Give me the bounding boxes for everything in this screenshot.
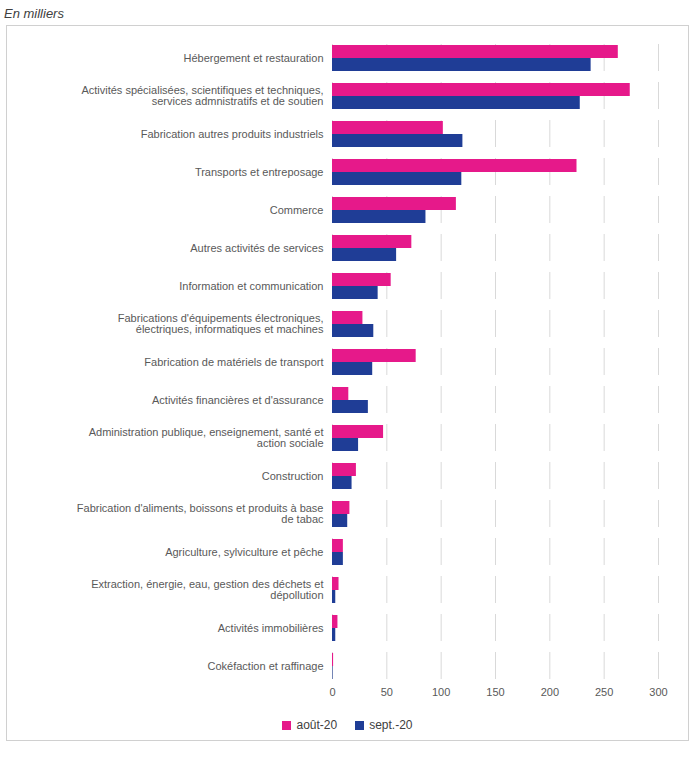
svg-text:200: 200 [541, 686, 559, 698]
svg-text:Hébergement et restauration: Hébergement et restauration [183, 52, 323, 64]
html-text:sept.-20: sept.-20 [369, 718, 413, 732]
svg-text:100: 100 [432, 686, 450, 698]
svg-text:Fabrications d'équipements éle: Fabrications d'équipements électroniques… [118, 312, 324, 335]
svg-text:Autres activités de services: Autres activités de services [190, 242, 324, 254]
svg-text:300: 300 [649, 686, 667, 698]
html-text:En milliers: En milliers [4, 6, 64, 21]
svg-text:Fabrication d'aliments, boisso: Fabrication d'aliments, boissons et prod… [77, 502, 324, 525]
svg-text:Construction: Construction [262, 470, 324, 482]
svg-text:Activités immobilières: Activités immobilières [218, 622, 324, 634]
svg-text:Information et communication: Information et communication [179, 280, 323, 292]
svg-text:50: 50 [381, 686, 393, 698]
svg-text:Transports et entreposage: Transports et entreposage [195, 166, 324, 178]
svg-text:Activités spécialisées, scient: Activités spécialisées, scientifiques et… [81, 84, 323, 107]
html-text:août-20: août-20 [296, 718, 338, 732]
svg-text:Fabrication autres produits in: Fabrication autres produits industriels [141, 128, 324, 140]
svg-text:Extraction, énergie, eau, gest: Extraction, énergie, eau, gestion des dé… [91, 578, 323, 601]
svg-text:Agriculture, sylviculture et p: Agriculture, sylviculture et pêche [165, 546, 323, 558]
svg-text:0: 0 [329, 686, 335, 698]
svg-text:Activités financières et d'ass: Activités financières et d'assurance [152, 394, 323, 406]
svg-text:150: 150 [486, 686, 504, 698]
svg-text:Commerce: Commerce [270, 204, 324, 216]
svg-text:Fabrication de matériels de tr: Fabrication de matériels de transport [144, 356, 323, 368]
svg-text:250: 250 [595, 686, 613, 698]
svg-text:Administration publique, ensei: Administration publique, enseignement, s… [89, 426, 324, 449]
svg-text:Cokéfaction et raffinage: Cokéfaction et raffinage [208, 660, 324, 672]
